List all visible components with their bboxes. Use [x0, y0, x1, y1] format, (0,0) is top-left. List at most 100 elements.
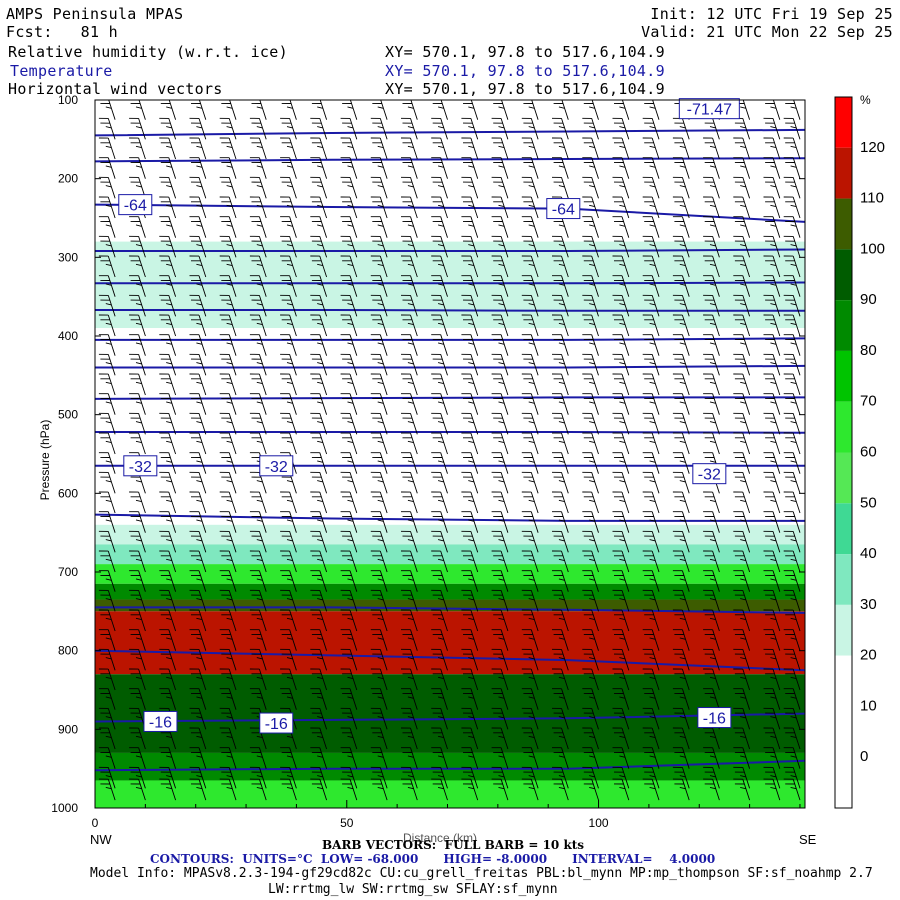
wind-barb: [763, 491, 781, 514]
wind-barb: [461, 530, 479, 553]
temperature-contour: [95, 513, 805, 522]
wind-barb: [703, 235, 720, 258]
wind-barb: [551, 589, 569, 612]
wind-barb: [672, 334, 690, 356]
wind-barb: [249, 117, 267, 140]
colorbar-label: 50: [860, 494, 877, 511]
wind-barb: [582, 550, 599, 573]
wind-barb: [763, 157, 781, 179]
wind-barb: [189, 314, 207, 337]
y-tick-label: 500: [58, 408, 78, 422]
wind-barb: [340, 747, 358, 769]
wind-barb: [310, 747, 328, 769]
wind-barb: [733, 766, 751, 789]
wind-barb: [189, 235, 207, 258]
wind-barb: [582, 452, 599, 474]
wind-barb: [189, 334, 207, 356]
wind-barb: [733, 137, 751, 160]
contour-label: -64: [124, 198, 147, 215]
wind-barb: [249, 530, 267, 553]
wind-barb: [763, 137, 781, 160]
wind-barb: [340, 157, 358, 179]
wind-barb: [672, 550, 690, 573]
wind-barb: [521, 648, 539, 671]
wind-barb: [340, 314, 358, 337]
wind-barb: [491, 452, 509, 474]
wind-barb: [98, 275, 116, 297]
wind-barb: [310, 432, 328, 455]
wind-barb: [491, 648, 509, 671]
wind-barb: [521, 530, 539, 553]
wind-barb: [783, 294, 801, 317]
wind-barb: [703, 216, 720, 238]
wind-barb: [370, 353, 388, 376]
wind-barb: [129, 294, 146, 317]
wind-barb: [400, 196, 418, 219]
wind-barb: [129, 648, 146, 671]
wind-barb: [249, 668, 267, 691]
wind-barb: [310, 412, 328, 435]
wind-barb: [551, 648, 569, 671]
colorbar-swatch: [835, 300, 852, 351]
wind-barb: [432, 100, 448, 120]
wind-barb: [159, 412, 177, 435]
wind-barb: [642, 530, 660, 553]
colorbar-label: 110: [860, 190, 884, 207]
wind-barb: [642, 550, 660, 573]
wind-barb: [491, 511, 509, 533]
wind-barb: [521, 353, 539, 376]
wind-barb: [340, 334, 358, 356]
wind-barb: [672, 778, 690, 801]
wind-barb: [189, 353, 207, 376]
wind-barb: [644, 100, 660, 120]
wind-barb: [340, 452, 358, 474]
wind-barb: [783, 353, 801, 376]
wind-barb: [219, 432, 237, 455]
wind-barb: [219, 629, 237, 651]
wind-barb: [431, 196, 448, 219]
wind-barb: [431, 314, 448, 337]
wind-barb: [523, 100, 539, 120]
wind-barb: [765, 100, 781, 120]
wind-barb: [219, 648, 237, 671]
wind-barb: [189, 570, 207, 592]
wind-barb: [763, 530, 781, 553]
wind-barb: [521, 137, 539, 160]
wind-barb: [491, 314, 509, 337]
wind-barb: [310, 471, 328, 494]
wind-barb: [642, 176, 660, 199]
wind-barb: [672, 235, 690, 258]
wind-barb: [733, 314, 751, 337]
wind-barb: [551, 668, 569, 691]
wind-barb: [219, 412, 237, 435]
wind-barb: [783, 235, 801, 258]
wind-barb: [189, 747, 207, 769]
contour-label: -16: [265, 716, 288, 733]
wind-barb: [431, 530, 448, 553]
wind-barb: [401, 570, 418, 592]
wind-barb: [612, 550, 630, 573]
wind-barb: [189, 373, 207, 396]
wind-barb: [521, 550, 539, 573]
wind-barb: [129, 530, 146, 553]
wind-barb: [310, 117, 328, 140]
wind-barb: [461, 334, 479, 356]
wind-barb: [221, 100, 237, 120]
wind-barb: [552, 747, 569, 769]
xy-range-rh: XY= 570.1, 97.8 to 517.6,104.9: [385, 43, 665, 61]
wind-barb: [461, 196, 479, 219]
wind-barb: [491, 707, 509, 730]
wind-barb: [612, 294, 630, 317]
wind-barb: [129, 589, 146, 612]
wind-barb: [493, 100, 509, 120]
wind-barb: [642, 373, 660, 396]
wind-barb: [189, 707, 207, 730]
contour-label-box: [678, 98, 740, 120]
contour-legend: CONTOURS: UNITS=°C LOW= -68.000 HIGH= -8…: [150, 852, 716, 866]
wind-barb: [340, 275, 358, 297]
wind-barb: [491, 157, 509, 179]
wind-barb: [219, 530, 237, 553]
wind-barb: [551, 609, 569, 632]
contour-label: -71.47: [687, 102, 732, 119]
wind-barb: [219, 688, 237, 710]
